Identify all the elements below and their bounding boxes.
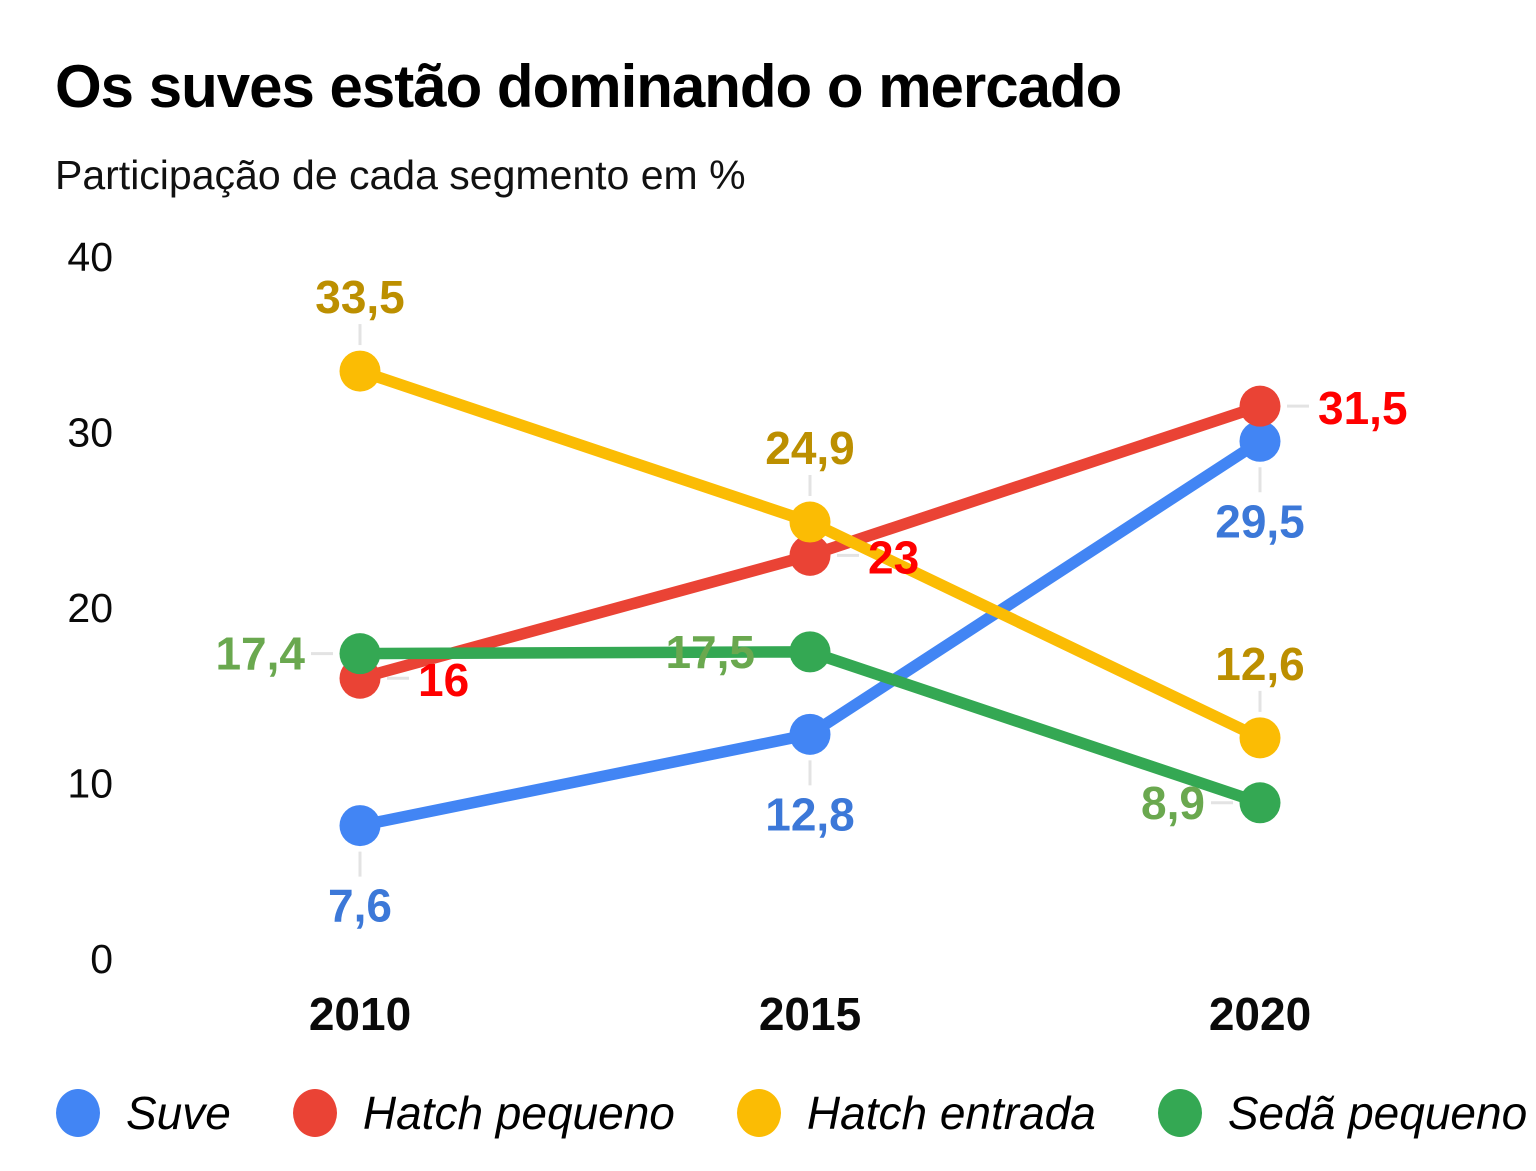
line-chart: 0 10 20 30 40 2010 2015 2020 7,6 12,8 29,5 16 23 31,5…: [67, 234, 1408, 1040]
value-label-suve-2015: 12,8: [765, 788, 855, 840]
legend-dot-hatch-pequeno: [292, 1089, 337, 1137]
value-label-hatch-pequeno-2015: 23: [868, 531, 919, 583]
data-point-hatch-pequeno-2015: [789, 534, 831, 576]
value-label-hatch-entrada-2020: 12,6: [1215, 638, 1305, 690]
y-axis-tick-label: 10: [67, 761, 113, 807]
legend-item-hatch-entrada: Hatch entrada: [736, 1086, 1096, 1140]
chart-subtitle: Participação de cada segmento em %: [55, 152, 746, 198]
legend-label-hatch-entrada: Hatch entrada: [806, 1087, 1096, 1139]
data-point-suve-2010: [339, 805, 381, 847]
data-point-hatch-pequeno-2020: [1239, 385, 1281, 427]
x-axis-label: 2020: [1209, 988, 1311, 1040]
value-label-hatch-entrada-2010: 33,5: [315, 271, 405, 323]
value-label-sed-pequeno-2015: 17,5: [665, 626, 755, 678]
data-point-suve-2020: [1239, 420, 1281, 462]
data-point-sed-pequeno-2020: [1239, 782, 1281, 824]
data-point-suve-2015: [789, 713, 831, 755]
x-axis-label: 2015: [759, 988, 861, 1040]
legend-dot-suve: [56, 1089, 100, 1137]
legend-label-suve: Suve: [126, 1087, 231, 1139]
legend-dot-sed-pequeno: [1157, 1089, 1202, 1137]
data-point-sed-pequeno-2015: [789, 631, 831, 673]
legend: Suve Hatch pequeno Hatch entrada Sedã peque…: [56, 1086, 1527, 1140]
legend-item-hatch-pequeno: Hatch pequeno: [292, 1086, 675, 1140]
data-point-sed-pequeno-2010: [339, 633, 381, 675]
value-label-suve-2010: 7,6: [328, 880, 392, 932]
value-label-hatch-pequeno-2010: 16: [418, 654, 469, 706]
chart-title: Os suves estão dominando o mercado: [55, 53, 1122, 120]
data-point-hatch-entrada-2020: [1239, 717, 1281, 759]
value-label-hatch-entrada-2015: 24,9: [765, 422, 855, 474]
y-axis-tick-label: 20: [67, 585, 113, 631]
y-axis-tick-label: 30: [67, 410, 113, 456]
y-axis-tick-label: 40: [67, 234, 113, 280]
legend-label-sed-pequeno: Sedã pequeno: [1227, 1087, 1528, 1139]
y-axis-tick-label: 0: [90, 936, 113, 982]
data-point-hatch-entrada-2015: [789, 501, 831, 543]
value-label-sed-pequeno-2020: 8,9: [1141, 777, 1205, 829]
legend-dot-hatch-entrada: [736, 1089, 781, 1137]
legend-item-suve: Suve: [56, 1086, 231, 1140]
x-axis-label: 2010: [309, 988, 411, 1040]
value-label-sed-pequeno-2010: 17,4: [215, 628, 305, 680]
legend-item-sed-pequeno: Sedã pequeno: [1157, 1086, 1528, 1140]
legend-label-hatch-pequeno: Hatch pequeno: [362, 1087, 675, 1139]
value-label-suve-2020: 29,5: [1215, 495, 1305, 547]
value-label-hatch-pequeno-2020: 31,5: [1318, 382, 1408, 434]
data-point-hatch-entrada-2010: [339, 350, 381, 392]
